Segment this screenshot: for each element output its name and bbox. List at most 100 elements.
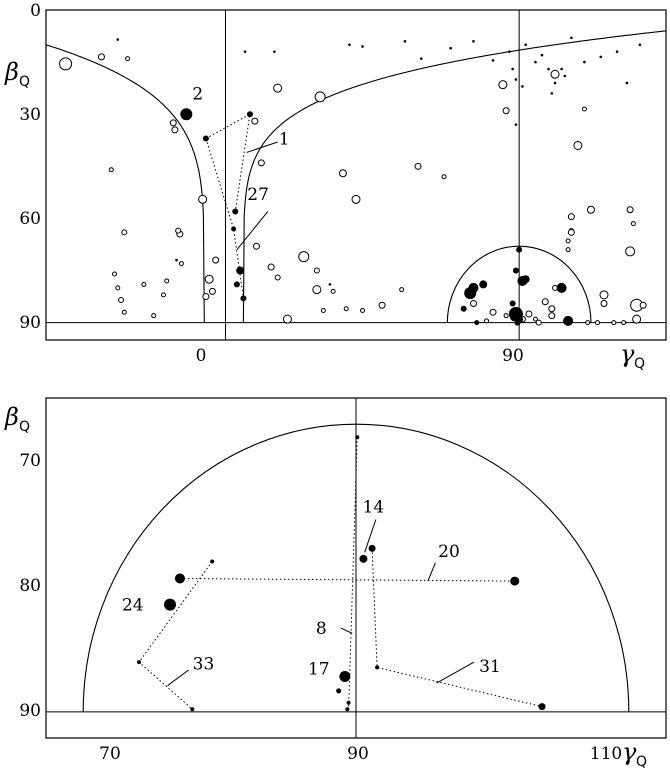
top-open-point-32: [313, 267, 320, 274]
bottom-dotted-path-1: [179, 578, 515, 582]
top-filled-point-4: [231, 226, 237, 232]
bottom-annotation-14: 14: [363, 498, 385, 518]
bottom-filled-point-8: [375, 665, 380, 670]
top-open-point-38: [351, 194, 361, 204]
bottom-annotation-33: 33: [193, 654, 215, 674]
top-open-point-9: [141, 281, 147, 287]
bottom-y-tick-70: 70: [19, 451, 41, 471]
top-small-dot-29: [328, 283, 332, 286]
top-open-point-19: [202, 293, 210, 301]
top-open-point-48: [502, 107, 510, 115]
top-dotted-path-0: [205, 113, 251, 212]
bottom-panel: 14 20 24 8 31 17 33 70 90 110 70 80 90 β Q γ Q: [4, 397, 667, 769]
bottom-dotted-path-3: [371, 548, 543, 708]
bottom-filled-point-12: [345, 707, 350, 712]
bottom-leader-line-1: [427, 562, 436, 582]
top-filled-point-22: [563, 315, 574, 326]
top-small-dot-19: [553, 81, 557, 85]
top-open-point-20: [208, 287, 216, 295]
top-open-point-10: [151, 313, 157, 319]
top-small-dot-30: [175, 258, 178, 262]
top-small-dot-15: [534, 60, 537, 64]
bottom-dotted-path-2: [138, 561, 213, 710]
top-open-point-22: [212, 256, 220, 264]
top-small-dot-24: [599, 55, 603, 59]
top-filled-point-6: [233, 281, 240, 288]
bottom-leader-line-3: [436, 661, 475, 684]
bottom-x-axis-subscript: Q: [636, 754, 647, 769]
top-open-point-75: [632, 314, 642, 324]
top-open-point-24: [252, 242, 260, 250]
top-open-point-45: [484, 318, 490, 324]
top-small-dot-14: [524, 43, 527, 47]
top-open-point-60: [573, 140, 583, 150]
top-y-axis-subscript: Q: [19, 74, 30, 90]
top-open-point-69: [600, 300, 608, 308]
top-open-point-46: [489, 308, 497, 316]
top-filled-point-14: [479, 280, 488, 289]
bottom-filled-point-0: [355, 435, 360, 440]
top-clipped-layer: [46, 10, 666, 340]
top-small-dot-9: [491, 59, 495, 62]
top-open-point-2: [125, 56, 131, 62]
bottom-dotted-path-0: [348, 437, 358, 710]
top-open-point-43: [441, 174, 447, 180]
top-y-tick-30: 30: [19, 105, 41, 125]
top-open-point-26: [273, 83, 283, 93]
bottom-filled-point-7: [137, 660, 141, 665]
top-open-point-12: [164, 278, 170, 284]
top-x-axis-subscript: Q: [634, 356, 645, 372]
top-open-point-14: [171, 126, 179, 134]
bottom-filled-point-13: [190, 707, 195, 712]
top-open-point-44: [469, 300, 477, 308]
top-open-point-17: [178, 261, 184, 267]
top-open-point-79: [621, 320, 627, 326]
top-x-tick-90: 90: [502, 346, 524, 366]
bottom-leader-line-2: [340, 627, 353, 634]
bottom-filled-point-3: [210, 559, 215, 564]
top-open-point-76: [585, 320, 591, 326]
top-filled-point-8: [512, 267, 519, 274]
top-filled-point-9: [516, 246, 523, 253]
top-open-point-8: [121, 309, 127, 315]
top-y-tick-0: 0: [30, 1, 41, 21]
top-annotation-27: 27: [247, 185, 269, 205]
top-open-point-66: [567, 213, 575, 221]
top-small-dot-20: [560, 67, 563, 71]
top-open-point-13: [169, 119, 177, 127]
bottom-filled-point-6: [164, 598, 176, 611]
top-open-point-1: [97, 53, 105, 61]
top-open-point-52: [525, 310, 533, 318]
top-small-dot-3: [348, 43, 351, 47]
top-open-point-54: [535, 319, 542, 326]
top-filled-point-2: [246, 111, 253, 118]
bottom-annotation-17: 17: [308, 660, 330, 680]
top-right-boundary-curve: [242, 30, 666, 323]
top-small-dot-27: [638, 43, 642, 47]
top-open-point-61: [586, 205, 595, 214]
top-small-dot-18: [550, 92, 554, 95]
bottom-x-tick-90: 90: [347, 744, 369, 764]
top-y-tick-90: 90: [19, 313, 41, 333]
top-filled-point-13: [468, 282, 479, 293]
top-open-point-21: [204, 274, 214, 284]
top-open-point-70: [625, 246, 636, 257]
top-open-point-35: [330, 288, 336, 294]
top-open-point-78: [611, 320, 617, 326]
top-open-point-39: [360, 307, 366, 313]
bottom-annotation-24: 24: [122, 596, 144, 616]
top-small-dot-7: [449, 46, 452, 50]
top-open-point-64: [565, 238, 571, 244]
top-open-point-55: [541, 298, 549, 306]
top-filled-point-16: [474, 320, 480, 326]
top-open-point-34: [320, 307, 326, 313]
top-small-dot-12: [514, 78, 518, 81]
top-filled-point-5: [236, 266, 245, 275]
top-small-dot-17: [547, 67, 550, 71]
top-small-dot-6: [419, 57, 423, 60]
top-filled-point-20: [514, 319, 521, 326]
bottom-clipped-layer: [46, 398, 666, 738]
top-open-point-49: [503, 313, 509, 319]
top-small-dot-28: [514, 123, 518, 126]
top-small-dot-25: [615, 50, 619, 53]
